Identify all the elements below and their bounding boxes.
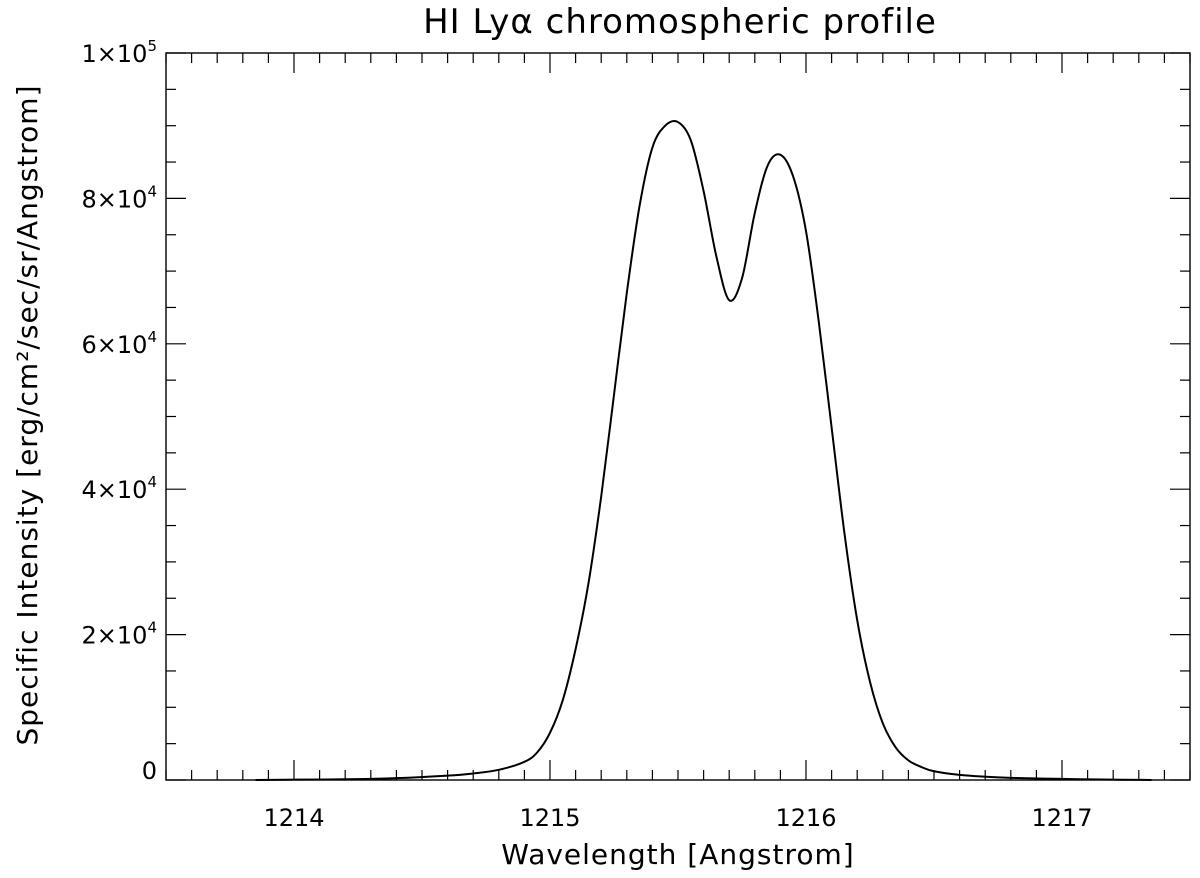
y-tick-label: 8×104 [82,182,157,213]
x-tick-label: 1215 [519,804,580,832]
y-tick-label: 6×104 [82,328,157,359]
x-tick-label: 1216 [775,804,836,832]
y-tick-label: 0 [142,757,157,785]
plot-frame [165,52,1191,781]
x-axis-label: Wavelength [Angstrom] [501,838,854,871]
x-tick-label: 1217 [1031,804,1092,832]
y-axis-label: Specific Intensity [erg/cm²/sec/sr/Angst… [11,85,44,746]
y-tick-label: 1×105 [82,37,157,68]
y-tick-labels: 0 2×104 4×104 6×104 8×104 1×105 [82,37,157,785]
y-tick-label: 2×104 [82,619,157,650]
y-tick-label: 4×104 [82,473,157,504]
x-tick-labels: 1214 1215 1216 1217 [263,804,1092,832]
chart-title: HI Lyα chromospheric profile [423,2,937,42]
axis-ticks [165,52,1191,781]
intensity-profile-line [255,120,1152,781]
x-tick-label: 1214 [263,804,324,832]
